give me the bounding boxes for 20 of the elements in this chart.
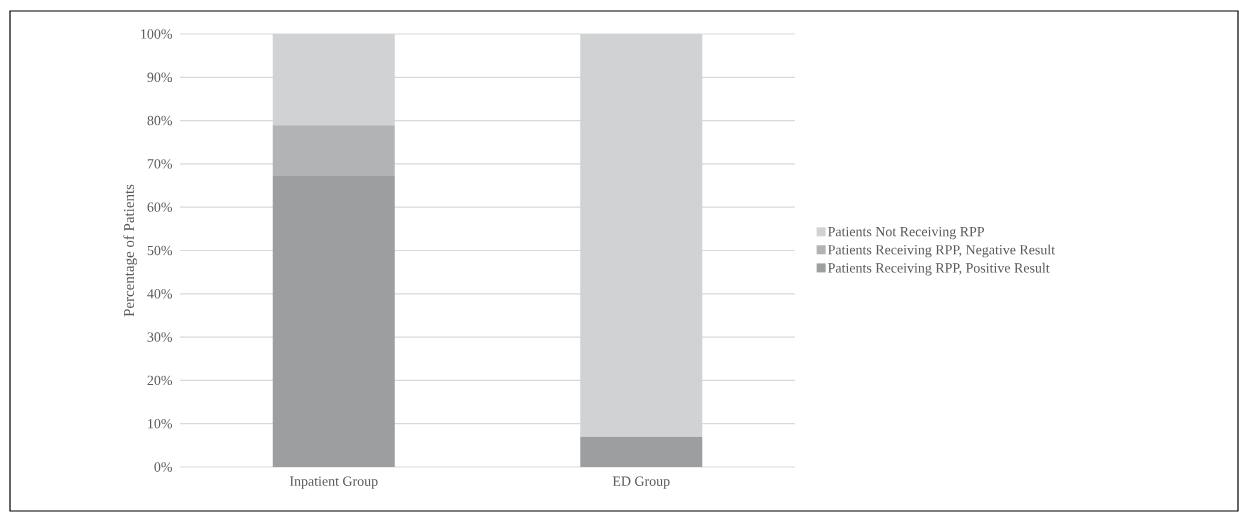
- y-tick-label: 40%: [147, 289, 173, 299]
- bar: [580, 436, 703, 467]
- bar: [272, 125, 395, 177]
- bar: [272, 176, 395, 467]
- y-tick-label: 50%: [147, 245, 173, 256]
- y-tick-label: 30%: [147, 332, 173, 342]
- x-tick-label: Inpatient Group: [289, 476, 378, 489]
- y-tick-label: 0%: [154, 462, 173, 472]
- y-axis-title: Percentage of Patients: [123, 184, 138, 317]
- legend-label: Patients Receiving RPP, Negative Result: [828, 244, 1055, 258]
- y-tick-label: 80%: [147, 115, 173, 126]
- legend-label: Patients Receiving RPP, Positive Result: [828, 262, 1050, 276]
- y-tick-label: 70%: [147, 159, 173, 169]
- y-tick-label: 20%: [147, 375, 173, 386]
- y-tick-label: 90%: [147, 72, 173, 83]
- y-tick-label: 100%: [141, 29, 173, 39]
- legend-label: Patients Not Receiving RPP: [828, 226, 984, 240]
- y-tick-label: 10%: [148, 418, 173, 429]
- y-tick-label: 60%: [147, 202, 173, 212]
- x-tick-label: ED Group: [612, 476, 670, 489]
